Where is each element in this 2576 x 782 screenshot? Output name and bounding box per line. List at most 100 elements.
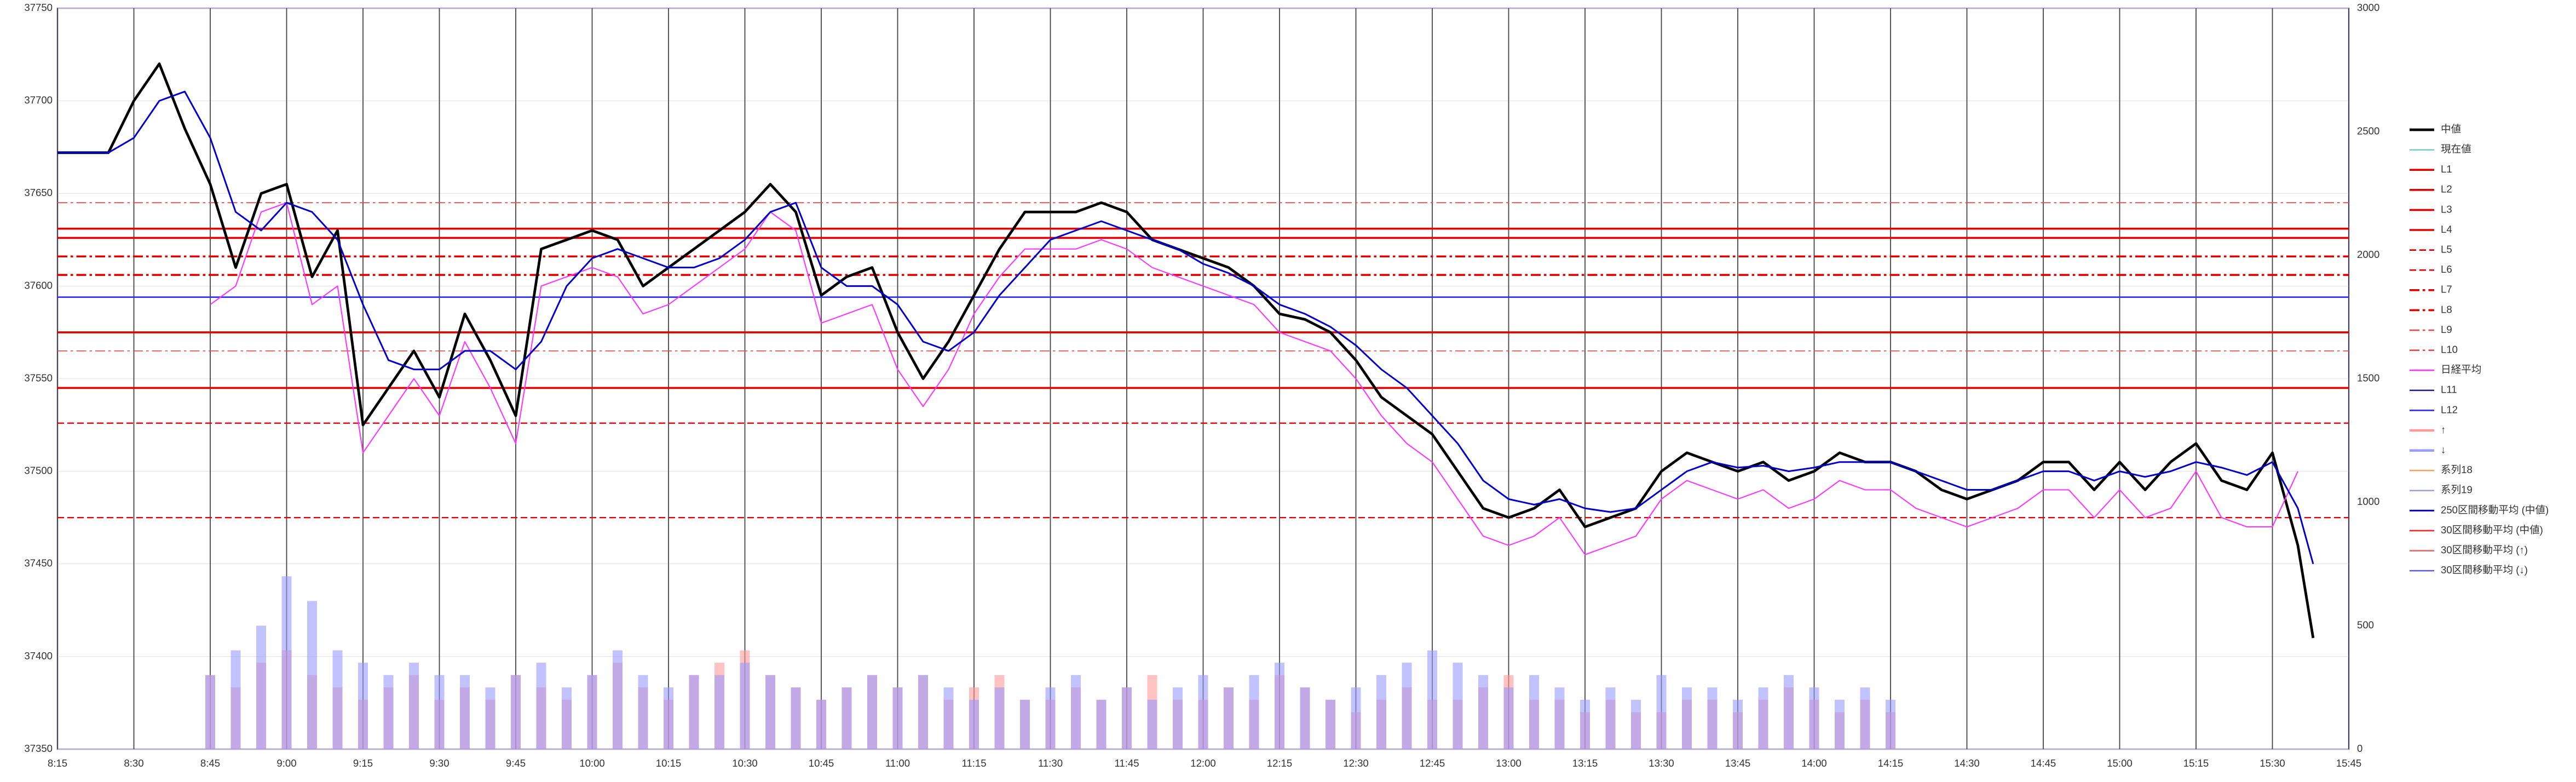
volume-bar	[358, 663, 368, 749]
x-tick-label: 15:30	[2260, 757, 2285, 769]
volume-bar	[1631, 699, 1641, 749]
volume-bar	[1605, 687, 1616, 749]
volume-bar	[1860, 687, 1870, 749]
volume-bar	[765, 675, 776, 749]
legend-label: L12	[2441, 404, 2458, 415]
volume-bar	[1529, 675, 1540, 749]
volume-bar	[1835, 699, 1845, 749]
legend-label: 現在値	[2441, 143, 2471, 155]
volume-bar	[1503, 687, 1514, 749]
volume-bar	[1122, 687, 1132, 749]
volume-bar	[1784, 675, 1794, 749]
volume-bar	[230, 650, 241, 749]
volume-bar	[205, 675, 216, 749]
y-tick-label: 37400	[24, 650, 53, 662]
volume-bar	[460, 675, 470, 749]
volume-bar	[994, 687, 1005, 749]
y-tick-label: 37550	[24, 372, 53, 383]
series-line	[57, 90, 2314, 565]
volume-bar	[1300, 687, 1310, 749]
y-tick-label: 37650	[24, 187, 53, 198]
volume-bar	[1758, 687, 1768, 749]
legend-label: 中値	[2441, 123, 2461, 135]
volume-bar	[536, 663, 546, 749]
legend-label: L3	[2441, 203, 2452, 215]
y2-tick-label: 1000	[2357, 496, 2379, 507]
legend-label: ↓	[2441, 444, 2446, 456]
volume-bar	[714, 675, 725, 749]
volume-bar	[918, 675, 929, 749]
y-tick-label: 37700	[24, 94, 53, 106]
volume-bar	[1147, 699, 1157, 749]
y2-tick-label: 1500	[2357, 372, 2379, 383]
legend-label: 30区間移動平均 (↑)	[2441, 544, 2528, 556]
volume-bar	[1045, 687, 1056, 749]
x-tick-label: 14:30	[1954, 757, 1980, 769]
x-tick-label: 11:30	[1038, 757, 1063, 769]
x-tick-label: 8:15	[48, 757, 67, 769]
x-tick-label: 12:15	[1267, 757, 1293, 769]
volume-bar	[791, 687, 801, 749]
x-tick-label: 14:45	[2031, 757, 2056, 769]
volume-bar	[307, 601, 318, 749]
volume-bar	[383, 675, 394, 749]
volume-bar	[816, 699, 827, 749]
volume-bar	[1402, 663, 1412, 749]
x-tick-label: 8:30	[124, 757, 143, 769]
x-tick-label: 9:30	[429, 757, 449, 769]
x-tick-label: 15:00	[2107, 757, 2133, 769]
y-tick-label: 37450	[24, 557, 53, 569]
volume-bar	[664, 687, 674, 749]
legend-label: 30区間移動平均 (↓)	[2441, 564, 2528, 576]
x-tick-label: 8:45	[200, 757, 220, 769]
x-tick-label: 14:15	[1878, 757, 1904, 769]
volume-bar	[1427, 650, 1438, 749]
y2-tick-label: 500	[2357, 619, 2374, 630]
volume-bar	[1580, 699, 1590, 749]
legend-label: L4	[2441, 223, 2452, 235]
x-tick-label: 9:15	[353, 757, 373, 769]
x-tick-label: 13:00	[1496, 757, 1522, 769]
legend-label: 日経平均	[2441, 364, 2481, 375]
x-tick-label: 11:45	[1114, 757, 1139, 769]
volume-bar	[1224, 687, 1234, 749]
volume-bar	[485, 687, 495, 749]
y2-tick-label: 2500	[2357, 125, 2379, 136]
legend-label: L7	[2441, 284, 2452, 295]
x-tick-label: 12:30	[1343, 757, 1369, 769]
legend-label: L1	[2441, 163, 2452, 175]
legend-label: L10	[2441, 344, 2458, 355]
volume-bar	[1326, 699, 1336, 749]
volume-bar	[1071, 675, 1081, 749]
x-tick-label: 10:15	[656, 757, 682, 769]
x-tick-label: 9:00	[276, 757, 296, 769]
x-tick-label: 13:15	[1572, 757, 1598, 769]
x-tick-label: 14:00	[1801, 757, 1827, 769]
volume-bar	[1020, 699, 1030, 749]
legend-label: 系列19	[2441, 484, 2473, 496]
volume-bar	[1453, 663, 1463, 749]
volume-bar	[511, 675, 521, 749]
legend-label: 30区間移動平均 (中値)	[2441, 524, 2543, 536]
volume-bar	[1682, 687, 1692, 749]
x-tick-label: 11:00	[885, 757, 910, 769]
volume-bar	[892, 687, 903, 749]
y2-tick-label: 0	[2357, 743, 2362, 754]
volume-bar	[1351, 687, 1361, 749]
volume-bar	[842, 687, 852, 749]
volume-bar	[1886, 699, 1896, 749]
volume-bar	[1809, 687, 1819, 749]
legend-label: 250区間移動平均 (中値)	[2441, 504, 2549, 515]
volume-bar	[562, 687, 572, 749]
x-tick-label: 10:45	[809, 757, 834, 769]
legend-label: L6	[2441, 263, 2452, 275]
volume-bar	[434, 675, 445, 749]
legend-label: 系列18	[2441, 464, 2473, 475]
volume-bar	[1376, 675, 1387, 749]
volume-bar	[638, 675, 648, 749]
x-tick-label: 15:15	[2183, 757, 2209, 769]
x-tick-label: 11:15	[961, 757, 986, 769]
volume-bar	[256, 625, 267, 749]
x-tick-label: 12:00	[1190, 757, 1216, 769]
volume-bar	[587, 675, 597, 749]
